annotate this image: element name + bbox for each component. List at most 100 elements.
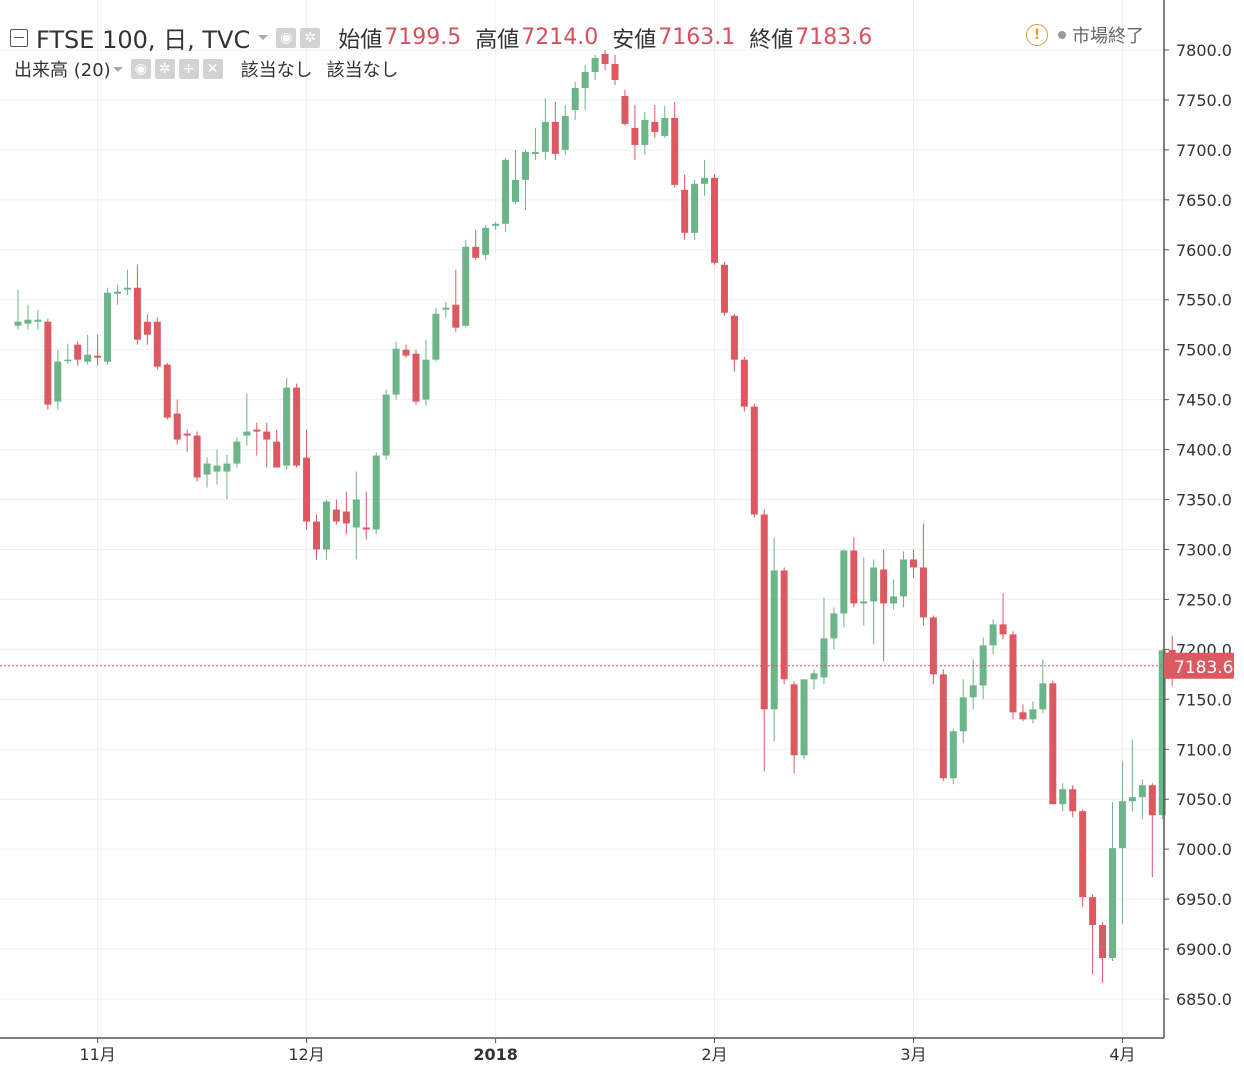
candle bbox=[1019, 704, 1027, 722]
price-axis[interactable]: 6850.0 6900.0 6950.0 7000.0 7050.0 7100.0 7150… bbox=[1163, 0, 1232, 1038]
candle-body bbox=[959, 697, 967, 732]
candle-body bbox=[372, 455, 380, 530]
gear-icon[interactable]: ✲ bbox=[154, 59, 175, 79]
candle-body bbox=[840, 550, 848, 614]
candle bbox=[959, 679, 967, 744]
candle bbox=[581, 64, 589, 110]
candle bbox=[263, 422, 271, 468]
candle bbox=[492, 221, 500, 230]
candle-body bbox=[701, 177, 709, 184]
candle bbox=[770, 537, 778, 742]
candle bbox=[531, 127, 539, 160]
candle bbox=[94, 334, 102, 366]
candle-body bbox=[24, 319, 32, 324]
candle bbox=[919, 523, 927, 626]
candle-body bbox=[382, 394, 390, 456]
eye-icon[interactable]: ◉ bbox=[130, 59, 151, 79]
candle bbox=[243, 393, 251, 446]
candle bbox=[223, 454, 231, 500]
candle bbox=[641, 111, 649, 155]
candle bbox=[691, 179, 699, 240]
market-status-text: 市場終了 bbox=[1072, 26, 1144, 47]
volume-label[interactable]: 出来高 (20) bbox=[14, 60, 111, 81]
candle bbox=[392, 341, 400, 400]
candle-body bbox=[949, 731, 957, 779]
candle-body bbox=[810, 673, 818, 680]
candle bbox=[820, 597, 828, 685]
candle-body bbox=[243, 431, 251, 436]
candle-body bbox=[1009, 634, 1017, 713]
candle bbox=[193, 431, 201, 482]
volume-value-1: 該当なし bbox=[240, 60, 313, 81]
candle bbox=[681, 174, 689, 240]
candle-body bbox=[760, 514, 768, 710]
candle bbox=[671, 101, 679, 188]
candle-body bbox=[790, 684, 798, 756]
y-tick-label: 7450.0 bbox=[1176, 391, 1232, 410]
candle bbox=[760, 509, 768, 772]
candle-body bbox=[999, 624, 1007, 635]
candle bbox=[870, 559, 878, 645]
candle bbox=[442, 301, 450, 318]
candle bbox=[462, 239, 470, 328]
candle bbox=[730, 313, 738, 372]
candle-body bbox=[581, 71, 589, 88]
candle-body bbox=[929, 617, 937, 675]
candle-body bbox=[800, 679, 808, 756]
chevron-down-icon[interactable] bbox=[258, 35, 269, 40]
eye-icon[interactable]: ◉ bbox=[276, 27, 297, 48]
candle-body bbox=[711, 177, 718, 263]
collapse-legend-button[interactable] bbox=[10, 28, 28, 47]
candle-body bbox=[263, 431, 271, 440]
open-value: 7199.5 bbox=[384, 25, 462, 50]
candle-body bbox=[621, 95, 629, 124]
candle bbox=[283, 377, 291, 470]
close-icon[interactable]: ✕ bbox=[202, 59, 223, 79]
candle-body bbox=[273, 441, 281, 468]
candle-body bbox=[402, 349, 410, 356]
candle-body bbox=[153, 321, 161, 367]
y-tick-label: 7750.0 bbox=[1176, 91, 1232, 110]
candle bbox=[253, 422, 261, 456]
candle bbox=[432, 307, 440, 362]
candle bbox=[541, 97, 549, 160]
low-value: 7163.1 bbox=[658, 25, 736, 50]
candle bbox=[502, 157, 510, 232]
warning-icon[interactable]: ! bbox=[1026, 24, 1048, 46]
candle-body bbox=[631, 127, 639, 145]
time-axis[interactable]: 11月 12月 2018 2月 3月 4月 bbox=[0, 1037, 1164, 1064]
candle bbox=[1069, 785, 1077, 818]
candle-body bbox=[1039, 683, 1047, 710]
low-label: 安値 bbox=[612, 27, 657, 53]
candle-body bbox=[74, 344, 82, 360]
candle bbox=[1039, 659, 1047, 714]
x-tick-label: 2018 bbox=[473, 1045, 518, 1064]
candle bbox=[989, 619, 997, 655]
candle-body bbox=[919, 567, 927, 618]
plus-icon[interactable]: + bbox=[178, 59, 199, 79]
candle-body bbox=[342, 511, 350, 524]
candle-body bbox=[392, 348, 400, 395]
candle bbox=[1049, 680, 1057, 805]
candle bbox=[949, 729, 957, 785]
candle-body bbox=[681, 189, 689, 233]
candle bbox=[1128, 739, 1136, 812]
candle bbox=[810, 669, 818, 690]
symbol-title[interactable]: FTSE 100, 日, TVC bbox=[36, 26, 251, 54]
x-tick-label: 4月 bbox=[1109, 1045, 1135, 1064]
candle-body bbox=[939, 674, 947, 779]
candle bbox=[521, 149, 529, 210]
candle bbox=[1118, 761, 1126, 925]
candle-body bbox=[611, 63, 619, 80]
gear-icon[interactable]: ✲ bbox=[300, 27, 321, 48]
y-tick-label: 6850.0 bbox=[1176, 990, 1232, 1009]
chevron-down-icon[interactable] bbox=[112, 66, 123, 72]
candle bbox=[551, 101, 559, 160]
candle bbox=[1059, 783, 1067, 812]
candle-body bbox=[452, 304, 460, 328]
candle-body bbox=[850, 550, 858, 604]
candle-body bbox=[482, 227, 490, 255]
candle-body bbox=[820, 638, 828, 678]
